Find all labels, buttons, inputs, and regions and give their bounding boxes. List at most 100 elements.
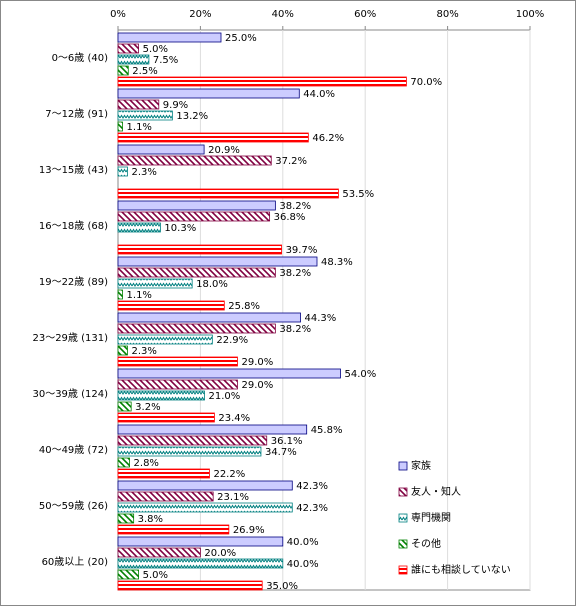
y-tick-label: 13～15歳 (43) [39,164,108,176]
bar [117,468,210,479]
bar [117,334,213,345]
x-tick-label: 40% [272,9,294,20]
legend-label: 専門機関 [411,511,451,524]
value-label: 42.3% [296,481,328,492]
value-label: 38.2% [279,201,311,212]
value-label: 42.3% [296,503,328,514]
y-tick-label: 40～49歳 (72) [39,444,108,456]
bar [117,267,276,278]
value-label: 20.9% [208,145,240,156]
bar [117,144,205,155]
value-label: 5.0% [143,570,168,581]
value-label: 70.0% [410,77,442,88]
bar [117,121,123,132]
y-tick-label: 30～39歳 (124) [32,388,108,400]
bar [117,76,407,87]
value-label: 54.0% [344,369,376,380]
y-tick-label: 0～6歳 (40) [52,52,109,64]
bar [117,99,160,110]
value-label: 3.2% [135,402,160,413]
y-tick-label: 23～29歳 (131) [32,332,108,344]
y-tick-label: 16～18歳 (68) [39,220,108,232]
bar [117,32,222,43]
bar [117,401,132,412]
bar [117,524,230,535]
value-label: 53.5% [342,189,374,200]
value-label: 40.0% [287,537,319,548]
bar [117,558,284,569]
bar [117,356,238,367]
value-label: 2.3% [131,167,156,178]
bar [117,278,193,289]
value-label: 22.9% [216,335,248,346]
bar [117,312,301,323]
bar [117,200,276,211]
bar [117,368,341,379]
bar [117,390,205,401]
value-label: 13.2% [176,111,208,122]
value-label: 9.9% [163,100,188,111]
value-label: 39.7% [286,245,318,256]
value-label: 18.0% [196,279,228,290]
bar [117,54,150,65]
bar [117,110,173,121]
bar [117,412,215,423]
value-label: 44.3% [305,313,337,324]
bar [117,222,161,233]
value-label: 37.2% [275,156,307,167]
bar [117,155,272,166]
value-label: 2.5% [132,66,157,77]
value-label: 23.4% [218,413,250,424]
bar [117,166,128,177]
legend-swatch [398,461,408,471]
value-label: 36.8% [274,212,306,223]
bar [117,480,293,491]
value-label: 40.0% [287,559,319,570]
bar [117,547,201,558]
legend-swatch [398,565,408,575]
y-tick-label: 7～12歳 (91) [45,108,108,120]
x-tick-label: 0% [110,9,126,20]
bar [117,502,293,513]
bar [117,244,282,255]
bar [117,491,214,502]
bar [117,569,140,580]
bar [117,211,271,222]
y-tick-label: 19～22歳 (89) [39,276,108,288]
value-label: 34.7% [265,447,297,458]
bar [117,256,318,267]
value-label: 26.9% [233,525,265,536]
x-tick-label: 100% [516,9,545,20]
value-label: 25.8% [228,301,260,312]
bar [117,580,263,591]
bar [117,345,128,356]
value-label: 2.3% [131,346,156,357]
bar [117,435,268,446]
bar [117,424,308,435]
y-tick-label: 50～59歳 (26) [39,500,108,512]
legend-swatch [398,539,408,549]
legend-label: 家族 [411,459,431,472]
bar [117,43,140,54]
bar [117,457,130,468]
bar [117,132,309,143]
value-label: 2.8% [134,458,159,469]
value-label: 1.1% [127,122,152,133]
legend-label: その他 [411,537,441,550]
value-label: 22.2% [213,469,245,480]
bar [117,379,238,390]
value-label: 45.8% [311,425,343,436]
bar [117,188,339,199]
value-label: 29.0% [241,357,273,368]
x-tick-label: 60% [354,9,376,20]
bar [117,300,225,311]
legend-swatch [398,513,408,523]
bar [117,536,284,547]
x-tick-label: 80% [436,9,458,20]
bar [117,323,276,334]
x-tick-label: 20% [189,9,211,20]
value-label: 46.2% [312,133,344,144]
legend-swatch [398,487,408,497]
value-label: 7.5% [153,55,178,66]
